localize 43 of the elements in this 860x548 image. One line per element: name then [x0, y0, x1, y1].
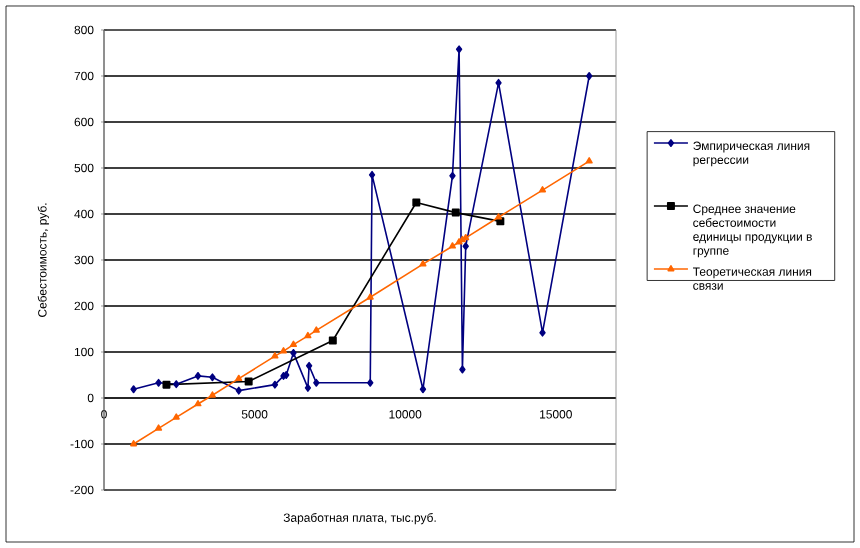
point — [328, 336, 337, 345]
point — [451, 208, 460, 217]
point — [586, 72, 593, 80]
point — [459, 365, 466, 374]
point — [290, 348, 297, 357]
point — [419, 260, 427, 267]
point — [208, 391, 216, 398]
point — [412, 198, 421, 207]
point — [448, 242, 457, 249]
point — [235, 386, 242, 395]
point — [155, 378, 162, 387]
point — [155, 424, 163, 431]
point — [312, 326, 320, 333]
point — [305, 361, 313, 370]
point — [209, 373, 216, 382]
point — [304, 383, 312, 392]
point — [462, 242, 469, 251]
point — [539, 328, 546, 337]
point — [172, 413, 180, 420]
point — [313, 378, 320, 387]
point — [494, 213, 503, 220]
point — [194, 371, 202, 380]
point — [194, 399, 202, 407]
point — [538, 186, 547, 193]
point — [368, 170, 376, 179]
point — [271, 380, 279, 389]
point — [130, 385, 137, 394]
point — [271, 352, 279, 359]
point — [235, 374, 243, 382]
point — [585, 157, 593, 164]
point — [449, 171, 456, 180]
point — [419, 385, 427, 394]
point — [244, 377, 253, 386]
point — [162, 380, 171, 389]
point — [130, 440, 138, 447]
point — [367, 378, 374, 387]
point — [366, 293, 374, 300]
point — [455, 45, 463, 54]
point — [304, 331, 312, 339]
point — [495, 78, 502, 87]
point — [279, 347, 288, 354]
point — [289, 340, 297, 348]
point — [173, 380, 180, 389]
